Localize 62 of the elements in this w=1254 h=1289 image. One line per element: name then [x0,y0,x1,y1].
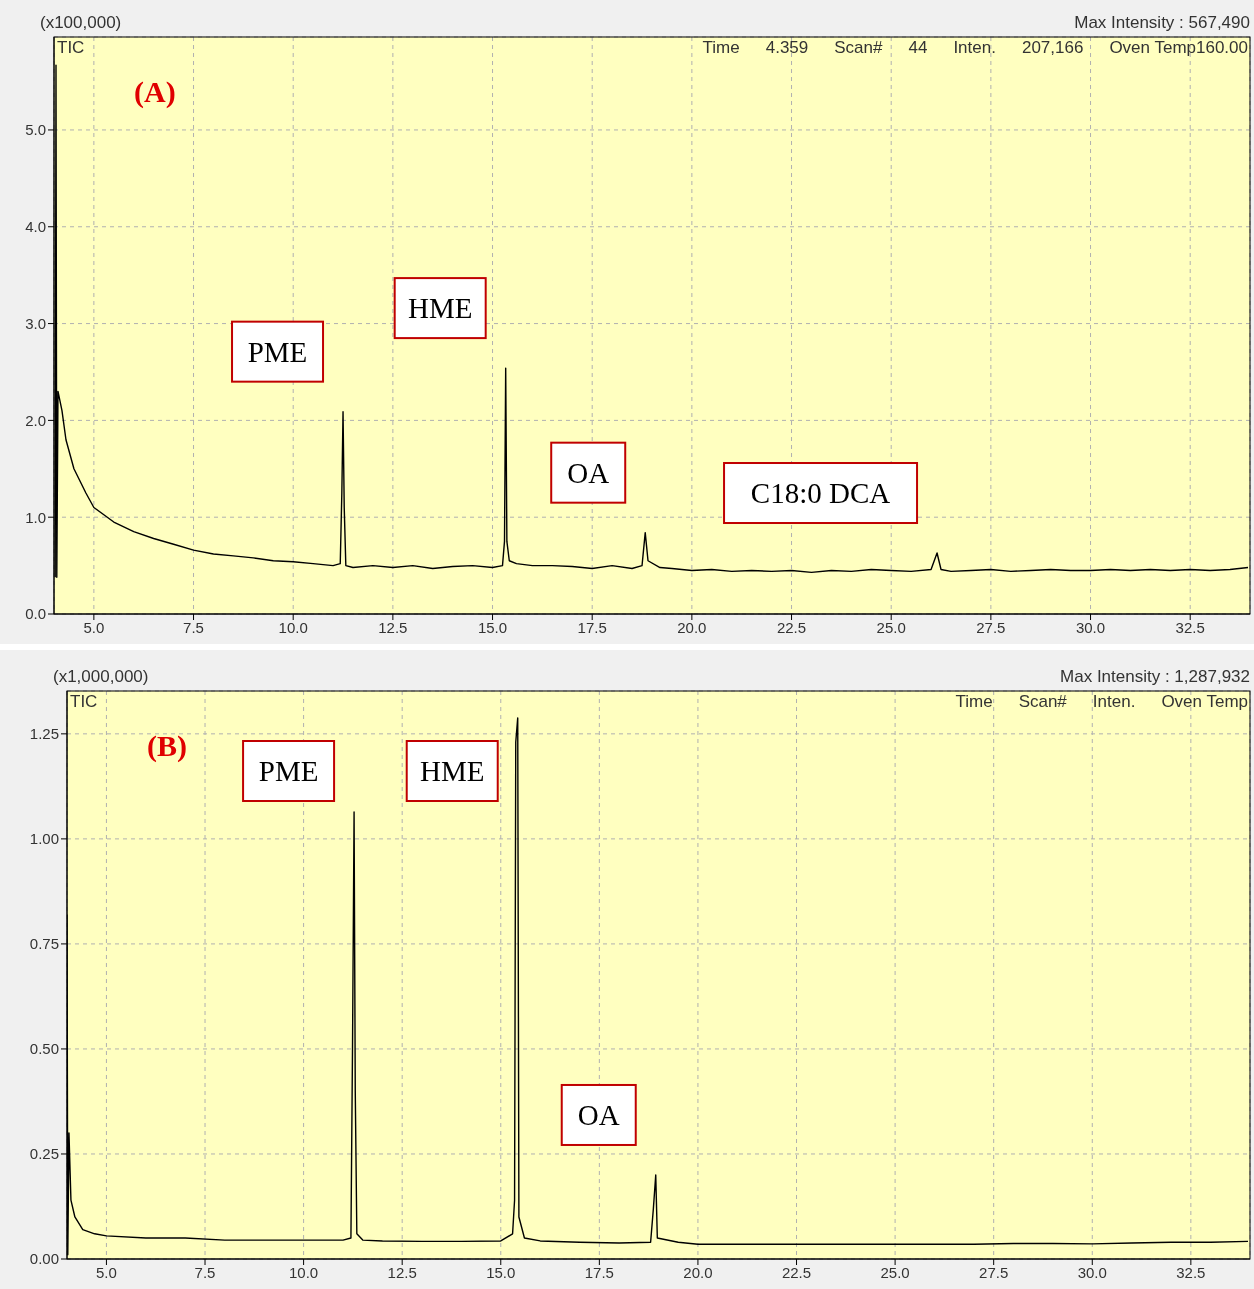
x-tick-label: 22.5 [781,1263,812,1281]
x-tick-label: 17.5 [584,1263,614,1281]
annotation: Scan# [1018,692,1067,712]
y-tick-label: 4.0 [25,218,46,236]
annotation: PME [247,335,308,368]
x-tick-label: 10.0 [289,1263,319,1281]
x-tick-label: 12.5 [378,618,408,636]
y-tick-label: 3.0 [25,314,46,332]
x-tick-label: 25.0 [880,1263,910,1281]
annotation: C18:0 DCA [750,477,891,510]
y-tick-label: 5.0 [25,121,46,139]
y-tick-label: 0.00 [29,1250,59,1268]
y-tick-label: 0.25 [29,1145,59,1163]
x-tick-label: 20.0 [677,618,707,636]
text: (B) [147,729,187,763]
annotation: 44 [908,38,928,58]
x-tick-label: 25.0 [876,618,906,636]
annotation: TIC [57,38,85,58]
x-tick-label: 30.0 [1075,618,1106,636]
x-tick-label: 20.0 [683,1263,713,1281]
x-tick-label: 15.0 [486,1263,516,1281]
x-tick-label: 15.0 [477,618,508,636]
x-tick-label: 7.5 [183,618,204,636]
annotation: Oven Temp160.00 [1109,38,1248,58]
annotation: OA [567,456,610,489]
x-tick-label: 27.5 [976,618,1006,636]
annotation: HME [407,292,473,325]
x-tick-label: 30.0 [1077,1263,1107,1281]
annotation: Inten. [953,38,996,58]
x-tick-label: 10.0 [278,618,308,636]
y-tick-label: 0.0 [25,605,46,623]
annotation: OA [577,1098,620,1131]
x-tick-label: 5.0 [96,1263,117,1281]
y-axis-title: (x1,000,000) [53,667,149,687]
text: Max Intensity : 1,287,932 [1060,667,1250,687]
annotation: HME [420,755,485,787]
annotation: Oven Temp [1161,692,1248,712]
y-tick-label: 1.00 [29,830,59,848]
annotation: 207,166 [1021,38,1084,58]
annotation: Scan# [834,38,883,58]
text: Max Intensity : 567,490 [1074,13,1250,33]
x-tick-label: 17.5 [577,618,607,636]
y-tick-label: 0.75 [29,935,59,953]
text: (A) [134,75,176,109]
y-tick-label: 2.0 [25,411,46,429]
annotation: TIC [70,692,98,712]
x-tick-label: 22.5 [776,618,807,636]
y-tick-label: 1.0 [25,508,46,526]
annotation: 4.359 [765,38,809,58]
x-tick-label: 7.5 [194,1263,216,1281]
x-tick-label: 5.0 [83,618,105,636]
y-axis-title: (x100,000) [40,13,122,33]
x-tick-label: 12.5 [387,1263,417,1281]
x-tick-label: 32.5 [1175,618,1205,636]
annotation: PME [258,755,319,787]
x-tick-label: 32.5 [1176,1263,1206,1281]
annotation: Time [702,38,740,58]
y-tick-label: 0.50 [29,1040,59,1058]
y-tick-label: 1.25 [29,725,59,743]
x-tick-label: 27.5 [979,1263,1009,1281]
annotation: Inten. [1092,692,1136,712]
annotation: Time [955,692,993,712]
